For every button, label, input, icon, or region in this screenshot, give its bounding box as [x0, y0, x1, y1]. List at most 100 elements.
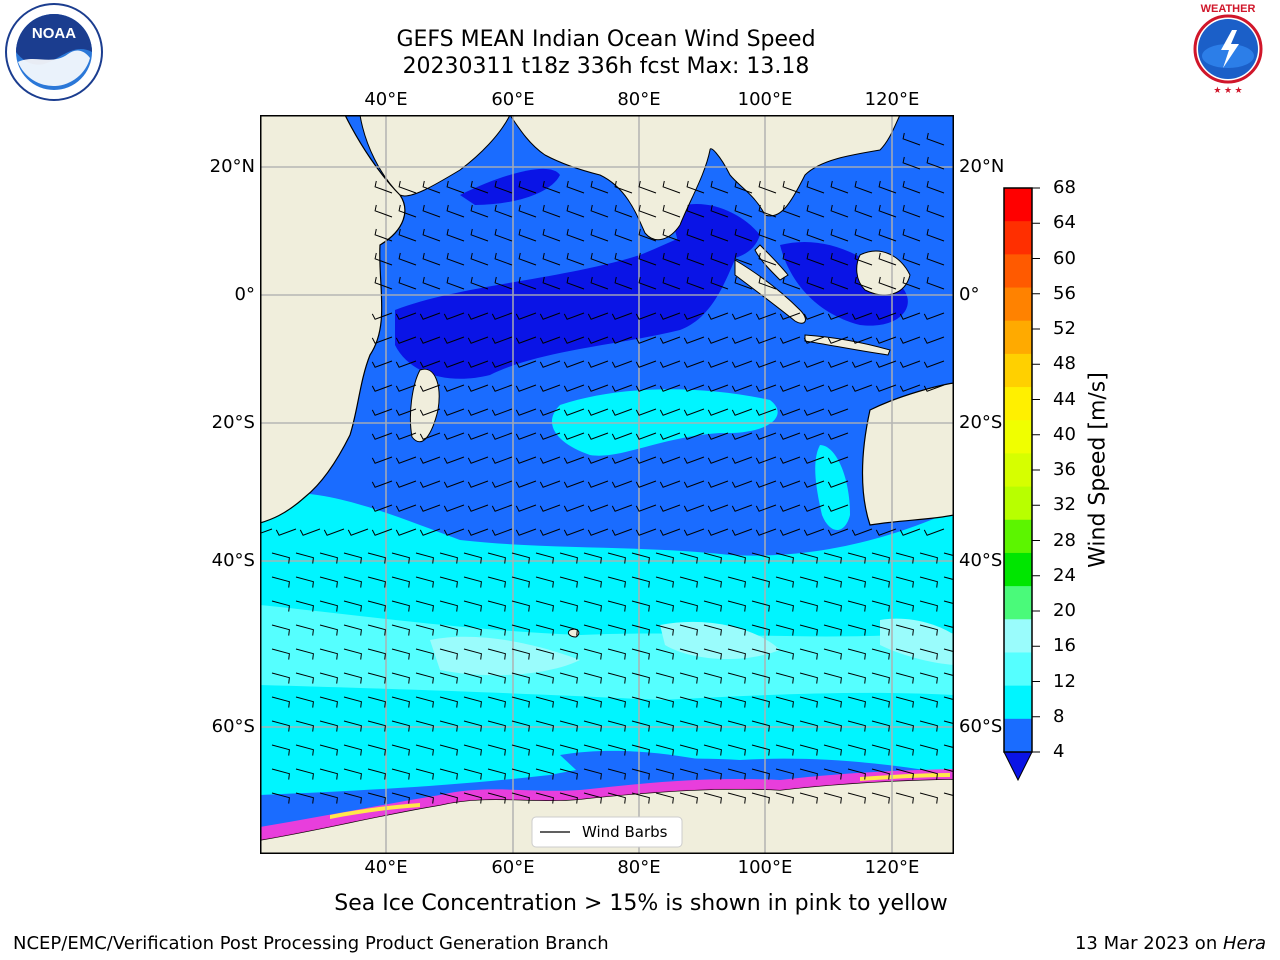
wind-barb [635, 504, 657, 512]
chart-title: GEFS MEAN Indian Ocean Wind Speed [396, 27, 816, 52]
wind-barb [494, 252, 513, 266]
colorbar-box-14 [1004, 652, 1032, 687]
wind-barb [587, 480, 609, 488]
wind-barb [439, 720, 458, 732]
wind-barb [703, 600, 722, 612]
wind-barb [847, 792, 866, 804]
wind-barb [371, 360, 393, 368]
wind-barb [686, 252, 705, 266]
wind-barb [847, 672, 866, 684]
wind-barb [943, 768, 954, 773]
wind-barb [779, 312, 801, 320]
wind-barb [398, 228, 417, 242]
wind-barb [686, 204, 705, 218]
colorbar-box-13 [1004, 619, 1032, 653]
wind-barb [511, 744, 530, 756]
wind-barb [539, 384, 561, 392]
wind-barb [511, 768, 530, 780]
wind-barb [683, 336, 705, 344]
wind-barb [542, 228, 561, 242]
wind-barb [271, 624, 290, 636]
wind-barb [871, 552, 890, 564]
wind-barb [587, 384, 609, 392]
wind-barb [871, 672, 890, 684]
wind-barb [799, 648, 818, 660]
colorbar-tick-48: 48 [1053, 353, 1076, 375]
wind-barb [611, 432, 633, 440]
wind-barb [775, 744, 794, 756]
credit-date-text: 13 Mar 2023 on [1074, 933, 1223, 954]
wind-barb [638, 228, 657, 242]
lat-label-left-60s: 60°S [211, 716, 255, 737]
wind-barb [343, 648, 362, 660]
wind-barb [635, 480, 657, 488]
wind-barb [260, 528, 273, 534]
wind-barb [319, 648, 338, 660]
wind-barb [631, 648, 650, 660]
wind-barb [590, 204, 609, 218]
wind-barb [923, 384, 945, 392]
wind-barb [367, 696, 386, 708]
colorbar-tick-8: 8 [1053, 705, 1065, 727]
wind-barb [823, 648, 842, 660]
wind-barb [439, 576, 458, 588]
wind-barb [611, 504, 633, 512]
wind-barb [607, 672, 626, 684]
wind-barb [539, 456, 561, 464]
wind-barb [295, 600, 314, 612]
wind-barb [731, 432, 753, 440]
credit-machine: Hera [1222, 933, 1266, 954]
wind-barb [295, 648, 314, 660]
wind-barb [343, 600, 362, 612]
wind-barb [803, 504, 825, 512]
wind-barb [631, 720, 650, 732]
wind-barb [655, 648, 674, 660]
wind-barb [559, 720, 578, 732]
wind-barb [587, 408, 609, 416]
wind-barb [607, 648, 626, 660]
wind-barb [494, 180, 513, 194]
wind-barb [539, 312, 561, 320]
wind-barb [343, 576, 362, 588]
wind-barb [926, 180, 945, 194]
wind-barb [583, 672, 602, 684]
wind-barb [419, 528, 441, 536]
wind-barb [607, 768, 626, 780]
wind-barb [710, 228, 729, 242]
wind-barb [779, 528, 801, 536]
wind-barb [391, 648, 410, 660]
wind-barb [731, 480, 753, 488]
wind-barb [830, 204, 849, 218]
wind-barb [638, 252, 657, 266]
wind-barb [923, 360, 945, 368]
wind-barb [827, 456, 849, 464]
wind-barb [487, 648, 506, 660]
wind-barb [535, 600, 554, 612]
wind-barb [847, 744, 866, 756]
wind-barb [707, 456, 729, 464]
wind-barb [487, 672, 506, 684]
wind-barb [535, 792, 554, 804]
wind-barb [611, 312, 633, 320]
wind-barb [775, 576, 794, 588]
wind-barb [563, 504, 585, 512]
wind-barb [487, 624, 506, 636]
wind-barb [614, 228, 633, 242]
wind-barb [422, 252, 441, 266]
wind-barb [371, 384, 393, 392]
wind-barb [823, 672, 842, 684]
wind-barb [943, 792, 954, 797]
wind-barb [515, 336, 537, 344]
colorbar-box-15 [1004, 685, 1032, 720]
wind-barb [391, 552, 410, 564]
wind-barb [734, 204, 753, 218]
wind-barb [563, 528, 585, 536]
wind-barb [367, 624, 386, 636]
wind-barb [395, 480, 417, 488]
wind-barb [271, 600, 290, 612]
wind-barb [895, 768, 914, 780]
wind-barb [659, 384, 681, 392]
wind-barb [703, 720, 722, 732]
wind-barb [343, 720, 362, 732]
wind-barb [415, 720, 434, 732]
